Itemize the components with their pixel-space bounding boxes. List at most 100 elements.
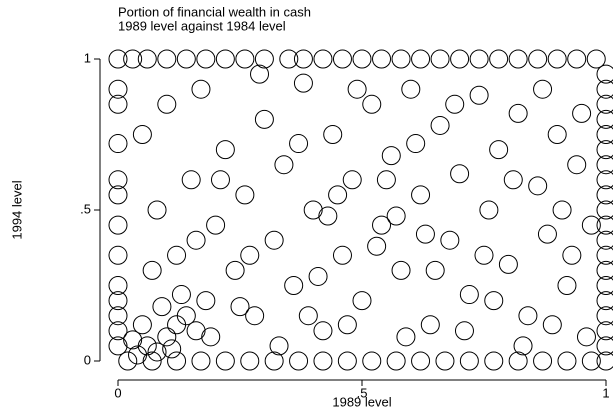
scatter-point [596,260,613,280]
scatter-point [254,109,274,129]
scatter-point [347,79,367,99]
chart-title: Portion of financial wealth in cash [118,4,311,19]
scatter-point [459,285,479,305]
scatter-point [533,79,553,99]
scatter-point [596,170,613,190]
scatter-point [596,140,613,160]
scatter-point [518,306,538,326]
scatter-point [381,146,401,166]
scatter-point [372,49,392,69]
scatter-point [157,94,177,114]
scatter-point [142,260,162,280]
scatter-point [215,140,235,160]
scatter-point [176,306,196,326]
scatter-point [596,230,613,250]
scatter-point [411,185,431,205]
scatter-point [108,245,128,265]
scatter-point [186,230,206,250]
scatter-point [547,49,567,69]
scatter-point [293,49,313,69]
scatter-point [167,245,187,265]
scatter-point [484,291,504,311]
scatter-point [264,230,284,250]
scatter-point [352,49,372,69]
scatter-point [567,49,587,69]
scatter-point [508,49,528,69]
scatter-point [596,336,613,356]
scatter-point [474,245,494,265]
scatter-point [108,306,128,326]
scatter-point [108,215,128,235]
scatter-point [147,200,167,220]
scatter-point [469,85,489,105]
scatter-point [108,321,128,341]
scatter-point [596,155,613,175]
scatter-point [391,49,411,69]
scatter-point [445,94,465,114]
scatter-point [596,245,613,265]
scatter-point [367,236,387,256]
scatter-point [376,170,396,190]
scatter-point [533,351,553,371]
scatter-point [596,109,613,129]
scatter-point [508,103,528,123]
scatter-point [240,351,260,371]
scatter-point [108,170,128,190]
scatter-point [196,291,216,311]
scatter-point [513,336,533,356]
scatter-point [576,327,596,347]
scatter-point [337,315,357,335]
y-tick-label: .5 [80,201,91,216]
scatter-point [503,170,523,190]
scatter-point [142,351,162,371]
scatter-point [289,134,309,154]
scatter-point [596,200,613,220]
scatter-point [284,276,304,295]
scatter-point [386,206,406,226]
scatter-point [240,245,260,265]
scatter-point [562,245,582,265]
scatter-point [337,351,357,371]
scatter-point [352,291,372,311]
scatter-point [171,285,191,305]
scatter-point [596,125,613,144]
scatter-point [596,306,613,326]
scatter-point [596,185,613,205]
scatter-point [528,49,548,69]
scatter-point [123,49,143,69]
scatter-point [162,339,182,359]
scatter-point [186,321,206,341]
scatter-point [108,79,128,99]
scatter-point [108,49,128,69]
scatter-point [108,276,128,295]
scatter-point [596,94,613,114]
scatter-point [596,351,613,371]
scatter-point [537,224,557,244]
scatter-point [235,49,255,69]
scatter-point [411,49,431,69]
x-tick-label: 0 [114,385,121,400]
scatter-point [318,206,338,226]
scatter-point [191,351,211,371]
scatter-point [108,336,128,356]
scatter-point [479,200,499,220]
scatter-point [362,94,382,114]
scatter-point [323,125,343,144]
scatter-point [274,155,294,175]
scatter-point [454,321,474,341]
scatter-point [279,49,299,69]
scatter-point [386,351,406,371]
scatter-point [547,125,567,144]
scatter-point [313,351,333,371]
scatter-point [440,230,460,250]
scatter-point [450,49,470,69]
scatter-point [108,185,128,205]
scatter-point [391,260,411,280]
scatter-point [406,134,426,154]
scatter-point [269,336,289,356]
scatter-point [201,327,221,347]
scatter-point [132,125,152,144]
x-axis-label: 1989 level [332,394,391,409]
scatter-point [328,185,348,205]
